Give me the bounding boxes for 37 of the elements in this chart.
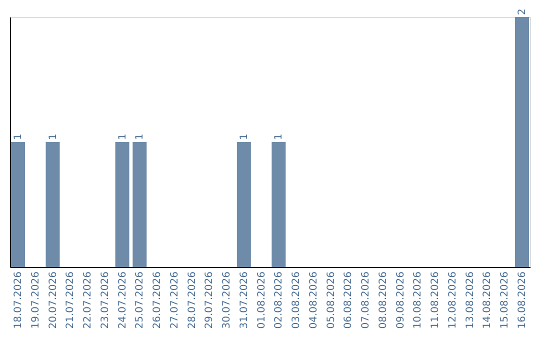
x-tick-label: 06.08.2026 — [343, 272, 354, 329]
x-tick-label: 13.08.2026 — [464, 272, 476, 329]
x-tick-label: 24.07.2026 — [117, 272, 128, 329]
x-tick-label: 26.07.2026 — [152, 272, 164, 329]
x-tick-label: 15.08.2026 — [500, 272, 511, 329]
data-label: 1 — [238, 134, 250, 140]
x-tick-label: 29.07.2026 — [204, 272, 216, 329]
x-tick-label: 02.08.2026 — [274, 272, 285, 329]
x-tick-label: 01.08.2026 — [256, 272, 268, 329]
x-tick-label: 16.08.2026 — [517, 272, 528, 329]
x-tick-label: 09.08.2026 — [395, 272, 406, 329]
x-tick-label: 23.07.2026 — [100, 272, 111, 329]
x-tick-label: 22.07.2026 — [82, 272, 94, 329]
x-tick-label: 14.08.2026 — [482, 272, 494, 329]
x-tick-label: 10.08.2026 — [412, 272, 424, 329]
x-tick-label: 18.07.2026 — [12, 272, 24, 329]
x-tick-label: 07.08.2026 — [360, 272, 372, 329]
x-tick-label: 05.08.2026 — [326, 272, 337, 329]
x-tick-label: 03.08.2026 — [291, 272, 302, 329]
data-label: 1 — [274, 134, 285, 140]
x-tick-label: 08.08.2026 — [378, 272, 389, 329]
x-tick-label: 04.08.2026 — [308, 272, 320, 329]
x-tick-label: 31.07.2026 — [238, 272, 250, 329]
x-tick-label: 20.07.2026 — [48, 272, 59, 329]
data-label: 1 — [134, 134, 146, 140]
data-label: 1 — [117, 134, 128, 140]
data-label: 1 — [48, 134, 59, 140]
x-tick-label: 28.07.2026 — [186, 272, 198, 329]
x-tick-label: 19.07.2026 — [30, 272, 42, 329]
x-tick-label: 25.07.2026 — [134, 272, 146, 329]
x-tick-label: 27.07.2026 — [169, 272, 180, 329]
data-label: 2 — [517, 8, 528, 15]
data-label: 1 — [12, 134, 24, 140]
x-tick-label: 12.08.2026 — [447, 272, 458, 329]
x-tick-label: 30.07.2026 — [222, 272, 233, 329]
x-tick-label: 21.07.2026 — [65, 272, 76, 329]
x-tick-label: 11.08.2026 — [430, 272, 442, 329]
